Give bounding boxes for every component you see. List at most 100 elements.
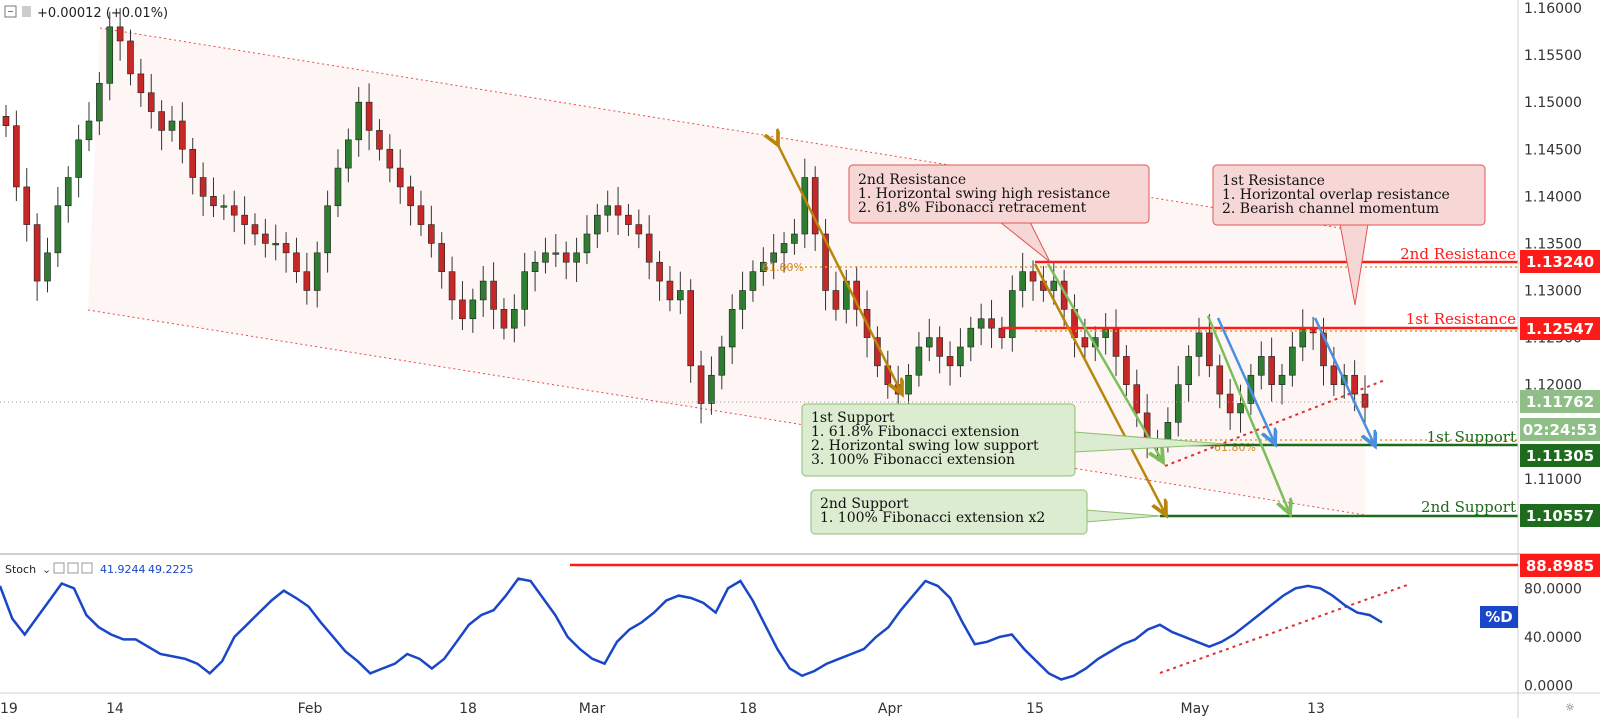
candle-body [137,73,145,94]
stoch-header[interactable]: Stoch ⌄ 41.9244 49.2225 [5,562,194,576]
candle-body [635,224,643,235]
candle-body [64,177,72,207]
candle-body [376,130,383,150]
badge-1st-support-text: 1.11305 [1526,447,1594,465]
candle-body [573,252,580,263]
level-label-2nd-support: 2nd Support [1421,498,1516,516]
stoch-k-value: 41.9244 [100,563,146,576]
callout-1st-support-line-0: 1st Support [811,410,895,426]
candle-body [189,148,197,178]
candle-body [448,271,456,301]
candle-body [1008,290,1016,338]
candle-body [697,365,705,404]
candle-body [1268,356,1275,385]
callout-1st-resistance[interactable]: 1st Resistance 1. Horizontal overlap res… [1212,164,1486,306]
price-tick-label: 1.14500 [1524,142,1582,158]
candle-body [656,261,663,282]
stochastic-pane[interactable] [0,563,1518,681]
stoch-settings-icon[interactable] [67,562,79,574]
stoch-axis-ticks: 80.0000 40.0000 0.0000 [1524,581,1582,694]
candle-body [490,280,497,310]
candle-body [604,205,611,216]
candle-body [687,290,694,367]
candle-body [355,101,363,141]
candle-body [13,125,20,188]
badge-2nd-resistance: 1.13240 [1520,250,1600,273]
candle-body [230,205,238,216]
time-tick-label: 14 [106,701,124,717]
candle-body [407,186,414,207]
candle-body [594,214,601,235]
callout-1st-resistance-line-1: 1. Horizontal overlap resistance [1222,187,1450,203]
candle-body [428,224,435,244]
candle-body [1351,374,1358,395]
candle-body [147,92,155,112]
settings-gear-icon[interactable]: ☼ [1565,701,1575,714]
callout-1st-support[interactable]: 1st Support 1. 61.8% Fibonacci extension… [801,403,1226,477]
candle-body [282,243,290,254]
time-axis-ticks[interactable]: 2019 14 Feb 18 Mar 18 Apr 15 May 13 [0,701,1325,717]
time-tick-label: 18 [459,701,477,717]
candle-body [521,271,529,310]
badge-1st-resistance-text: 1.12547 [1526,320,1594,338]
candle-body [1019,271,1026,291]
stoch-dropdown-icon[interactable]: ⌄ [42,563,51,576]
candle-body [168,120,176,131]
candle-body [1081,337,1089,348]
callout-2nd-resistance-line-1: 1. Horizontal swing high resistance [858,186,1110,202]
callout-1st-support-line-1: 1. 61.8% Fibonacci extension [811,424,1020,440]
candle-body [334,167,342,207]
stoch-tick-label: 40.0000 [1524,630,1582,646]
candle-body [780,243,788,254]
stoch-tick-label: 0.0000 [1524,679,1573,695]
price-axis[interactable] [1518,0,1600,718]
badge-2nd-support-text: 1.10557 [1526,507,1594,525]
candle-body [44,252,51,282]
candle-body [1289,346,1296,376]
candle-body [2,115,10,127]
candle-body [708,374,715,404]
candle-body [1123,356,1130,385]
stoch-name: Stoch [5,563,36,576]
stoch-close-icon[interactable] [81,562,93,574]
candle-body [33,224,41,282]
time-tick-label: 2019 [0,701,18,717]
badge-current-price-text: 1.11762 [1526,393,1594,411]
candle-body [1029,271,1037,282]
callout-2nd-resistance[interactable]: 2nd Resistance 1. Horizontal swing high … [848,164,1150,263]
candle-body [1050,280,1058,291]
stoch-eye-icon[interactable] [53,562,65,574]
candle-body [345,139,352,169]
fib-arrow-1 [778,145,902,394]
candle-body [179,120,186,150]
candle-body [728,309,736,348]
candle-body [75,139,82,178]
candle-body [303,271,311,291]
level-label-1st-resistance: 1st Resistance [1406,310,1516,328]
green-arrow-1 [1046,263,1163,462]
badge-2nd-resistance-text: 1.13240 [1526,253,1594,271]
callout-2nd-support-line-0: 2nd Support [820,496,909,512]
candle-body [386,148,394,169]
callout-1st-support-line-3: 3. 100% Fibonacci extension [811,452,1015,468]
candle-body [96,83,103,122]
time-tick-label: May [1181,701,1210,717]
candle-body [677,290,684,301]
callout-1st-resistance-line-0: 1st Resistance [1222,173,1325,189]
flag-icon[interactable] [22,6,31,17]
candle-body [749,271,757,291]
candle-body [531,261,539,272]
price-tick-label: 1.13500 [1524,236,1582,252]
collapse-icon[interactable] [4,5,17,18]
fib-retracement-label: 61.80% [762,261,804,274]
candle-body [272,243,280,246]
candle-body [116,26,124,42]
price-tick-label: 1.14000 [1524,189,1582,205]
callout-1st-resistance-line-2: 2. Bearish channel momentum [1222,201,1439,217]
time-tick-label: 13 [1307,701,1325,717]
callout-2nd-support[interactable]: 2nd Support 1. 100% Fibonacci extension … [810,489,1161,535]
trendline-support-price [1164,379,1386,467]
channel-fill [88,28,1365,515]
time-tick-label: 18 [739,701,757,717]
